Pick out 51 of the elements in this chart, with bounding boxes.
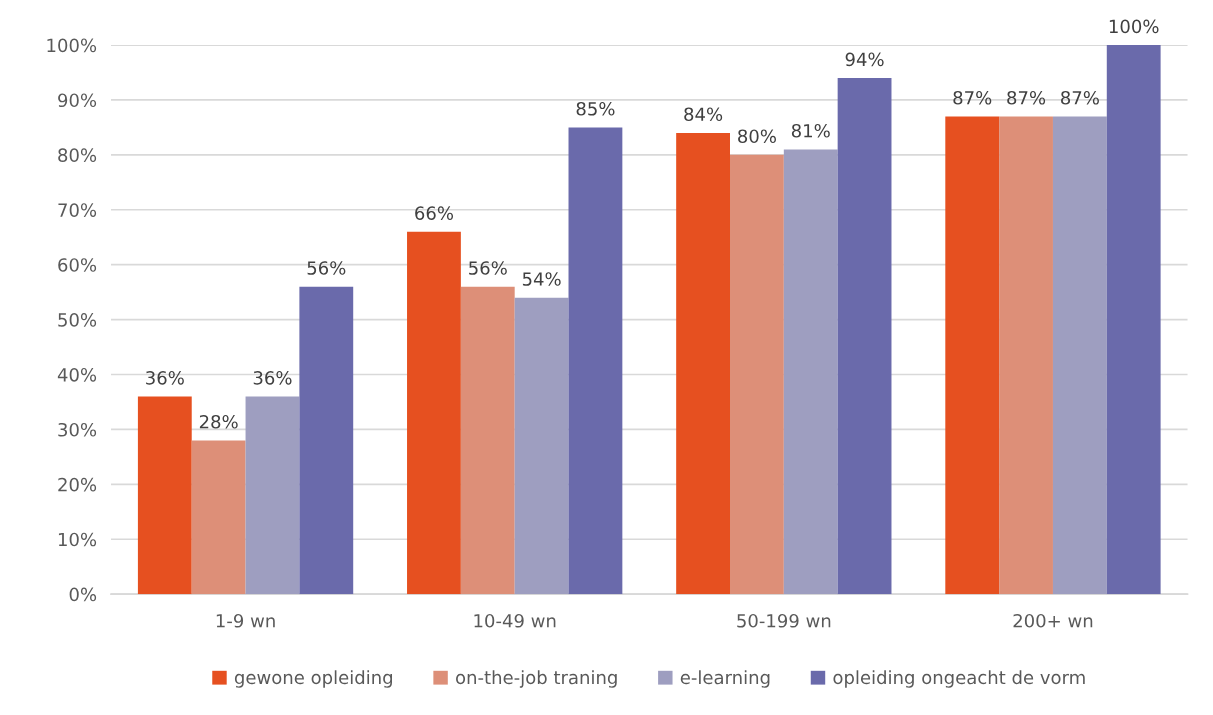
data-label: 84%	[684, 107, 723, 122]
data-label: 36%	[146, 370, 184, 385]
bar	[407, 231, 461, 595]
y-tick-label: 50%	[58, 313, 97, 327]
data-label: 80%	[738, 129, 776, 144]
y-tick-label: 30%	[58, 422, 97, 437]
data-label: 87%	[1061, 90, 1099, 105]
y-tick-label: 10%	[58, 532, 97, 547]
bar	[568, 127, 623, 595]
data-label: 36%	[253, 370, 292, 385]
bar	[1106, 45, 1161, 595]
bar	[191, 440, 246, 595]
legend-label: gewone opleiding	[234, 670, 392, 688]
legend-label: e-learning	[680, 670, 770, 688]
bar	[1052, 116, 1107, 595]
legend-label: opleiding ongeacht de vorm	[833, 670, 1085, 688]
x-tick-label: 10-49 wn	[474, 613, 556, 628]
y-tick-label: 20%	[58, 477, 97, 492]
data-label: 81%	[791, 123, 830, 138]
bar	[137, 396, 192, 595]
y-tick-label: 0%	[69, 587, 97, 602]
y-tick-label: 70%	[58, 203, 97, 217]
x-tick-label: 1-9 wn	[216, 613, 275, 628]
bar	[999, 116, 1053, 595]
bar	[514, 297, 569, 595]
data-label: 85%	[576, 101, 615, 116]
bar	[837, 77, 892, 595]
data-label: 56%	[307, 261, 346, 275]
legend-label: on-the-job traning	[456, 670, 617, 688]
data-label: 56%	[469, 261, 507, 275]
data-label: 87%	[1007, 90, 1046, 105]
x-tick-label: 200+ wn	[1013, 613, 1093, 628]
data-label: 66%	[415, 206, 454, 220]
bar	[945, 116, 1000, 595]
y-tick-label: 90%	[58, 93, 97, 108]
y-tick-label: 40%	[57, 367, 97, 382]
y-tick-label: 100%	[47, 38, 97, 53]
data-label: 94%	[845, 52, 884, 67]
bar	[299, 286, 354, 595]
bar	[730, 154, 784, 595]
data-label: 87%	[953, 90, 992, 105]
y-tick-label: 80%	[58, 148, 97, 162]
y-tick-label: 60%	[58, 258, 97, 272]
data-label: 100%	[1109, 19, 1159, 34]
bar	[783, 149, 838, 595]
bar	[676, 132, 730, 595]
x-tick-label: 50-199 wn	[737, 613, 831, 628]
data-label: 28%	[199, 414, 238, 429]
data-label: 54%	[522, 272, 561, 286]
bar	[460, 286, 515, 595]
bar	[245, 396, 300, 595]
